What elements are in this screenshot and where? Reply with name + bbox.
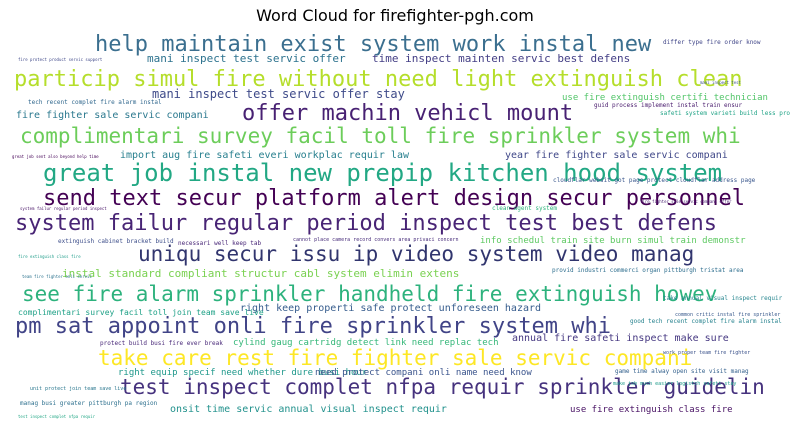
word-cloud-phrase: test inspect complet nfpa requir bbox=[18, 414, 96, 419]
word-cloud-phrase: uniqu secur issu ip video system video m… bbox=[138, 242, 694, 266]
word-cloud-phrase: instal standard compliant structur cabl … bbox=[62, 267, 459, 280]
word-cloud-phrase: work proper team fire fighter bbox=[663, 350, 750, 356]
word-cloud-phrase: cannot place camera record convers area … bbox=[293, 237, 459, 243]
word-cloud-phrase: unit protect join team save live bbox=[30, 386, 126, 392]
word-cloud-phrase: need protect compani onli name need know bbox=[315, 368, 532, 378]
word-cloud-phrase: fire extinguish class fire bbox=[18, 254, 81, 259]
word-cloud-phrase: complimentari survey facil toll join tea… bbox=[18, 308, 264, 317]
word-cloud-phrase: good tech recent complet fire alarm inst… bbox=[630, 318, 782, 325]
word-cloud-phrase: take annual visual inspect requir bbox=[663, 295, 783, 302]
word-cloud-phrase: send text secur platform alert design se… bbox=[43, 186, 745, 211]
word-cloud-phrase: differ type fire order know bbox=[663, 39, 761, 46]
word-cloud-phrase: game time alway open site visit manag bbox=[615, 368, 749, 375]
word-cloud-phrase: mani inspect test servic offer bbox=[147, 52, 346, 65]
word-cloud-phrase: mani inspect test bbox=[700, 80, 742, 85]
word-cloud-phrase: year fire fighter sale servic compani bbox=[505, 150, 728, 161]
word-cloud-phrase: use fire extinguish certifi technician bbox=[562, 93, 768, 103]
word-cloud-phrase: fire protect product servic support bbox=[18, 57, 103, 62]
word-cloud-phrase: see fire alarm sprinkler handheld fire e… bbox=[22, 282, 717, 306]
word-cloud-phrase: team fire fighter onli servic bbox=[22, 274, 92, 279]
word-cloud-phrase: protect build busi fire ever break bbox=[100, 340, 223, 347]
word-cloud-phrase: extinguish cabinet bracket build bbox=[58, 238, 174, 245]
word-cloud-phrase: clean agent system bbox=[492, 205, 557, 212]
word-cloud-phrase: import aug fire safeti everi workplac re… bbox=[120, 150, 410, 161]
word-cloud-phrase: fire fighter sale servic compani offer bbox=[640, 199, 732, 204]
word-cloud-phrase: particip simul fire without need light e… bbox=[14, 67, 742, 92]
word-cloud-phrase: make job much easier logistch safeti sta… bbox=[613, 381, 736, 387]
word-cloud-phrase: test inspect complet nfpa requir sprinkl… bbox=[120, 375, 765, 399]
word-cloud-phrase: great job instal new prepip kitchen hood… bbox=[43, 159, 722, 187]
word-cloud-phrase: guid process implement instal train ensu… bbox=[594, 102, 742, 109]
word-cloud-phrase: provid industri commerci organ pittburgh… bbox=[552, 267, 744, 274]
word-cloud-phrase: offer machin vehicl mount bbox=[242, 101, 573, 126]
word-cloud-phrase: safeti system varieti build less propert… bbox=[660, 110, 790, 117]
word-cloud-phrase: great job sent also beyond help time bbox=[12, 154, 99, 159]
word-cloud-phrase: necessari well keep tab bbox=[178, 240, 261, 247]
word-cloud-phrase: cylind gaug cartridg detect link need re… bbox=[233, 338, 499, 348]
word-cloud-phrase: onsit time servic annual visual inspect … bbox=[170, 404, 447, 415]
word-cloud-phrase: time inspect mainten servic best defens bbox=[372, 52, 630, 65]
word-cloud-phrase: use fire extinguish class fire bbox=[570, 405, 733, 415]
word-cloud-phrase: cloudflar websit got page protect cloudf… bbox=[553, 177, 756, 184]
word-cloud-phrase: annual fire safeti inspect make sure bbox=[512, 333, 729, 344]
word-cloud-phrase: system failur regular period inspect tes… bbox=[15, 211, 717, 236]
word-cloud-phrase: manag busi greater pittburgh pa region bbox=[20, 400, 158, 407]
word-cloud-phrase: fire fighter sale servic compani bbox=[16, 110, 209, 121]
word-cloud-phrase: mani inspect test servic offer stay bbox=[152, 87, 405, 101]
word-cloud-phrase: right equip specif need whether dure bus… bbox=[118, 368, 368, 378]
word-cloud-phrase: tech recent complet fire alarm instal bbox=[28, 99, 162, 106]
word-cloud-phrase: help maintain exist system work instal n… bbox=[95, 32, 652, 57]
word-cloud-phrase: common critic instal fire sprinkler bbox=[675, 312, 780, 318]
word-cloud-phrase: complimentari survey facil toll fire spr… bbox=[20, 124, 741, 148]
word-cloud-phrase: right keep properti safe protect unfores… bbox=[240, 303, 541, 314]
word-cloud-phrase: system failur regular period inspect bbox=[20, 206, 107, 211]
word-cloud-phrase: take care rest fire fighter sale servic … bbox=[98, 346, 692, 370]
chart-title: Word Cloud for firefighter-pgh.com bbox=[256, 6, 534, 25]
word-cloud-phrase: info schedul train site burn simul train… bbox=[480, 236, 746, 246]
word-cloud-phrase: pm sat appoint onli fire sprinkler syste… bbox=[15, 314, 611, 339]
